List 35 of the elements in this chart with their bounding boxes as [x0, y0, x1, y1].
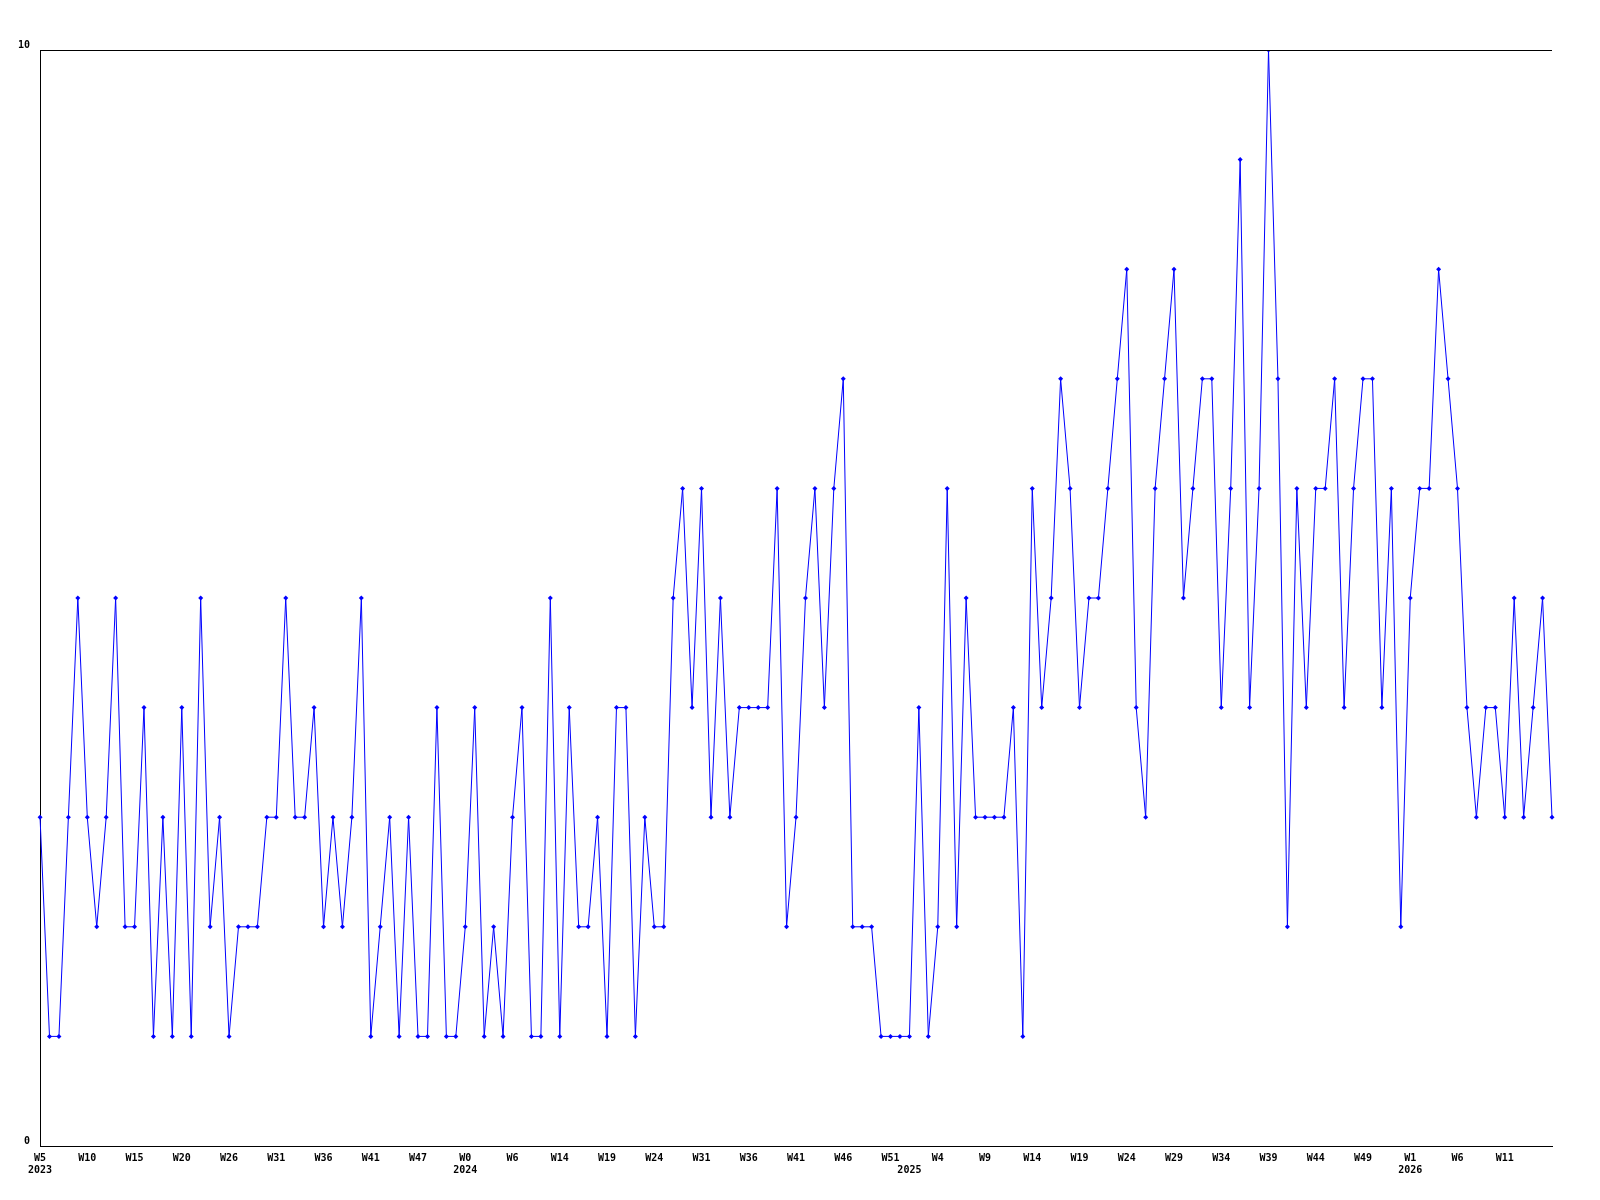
x-tick-label: W6: [506, 1151, 519, 1163]
y-tick-label: 0: [24, 1134, 31, 1146]
x-tick-label: W36: [314, 1151, 333, 1163]
x-tick-label: W41: [361, 1151, 380, 1163]
x-tick-label: W19: [597, 1151, 617, 1163]
x-tick-label: W20: [172, 1151, 191, 1163]
x-tick-label: W19: [1070, 1151, 1089, 1163]
x-tick-label: W39: [1259, 1151, 1278, 1163]
x-tick-label: W46: [834, 1151, 853, 1163]
x-tick-label: W31: [692, 1151, 711, 1163]
x-tick-label: W9: [978, 1151, 992, 1163]
x-tick-label: W51: [881, 1151, 900, 1163]
x-tick-label: W36: [739, 1151, 758, 1163]
x-tick-label: W26: [220, 1151, 239, 1163]
x-tick-label: W31: [267, 1151, 286, 1163]
x-tick-label: W41: [786, 1151, 806, 1163]
x-tick-label: W44: [1306, 1151, 1325, 1163]
x-tick-label: W1 2026: [1398, 1151, 1423, 1175]
x-tick-label: W49: [1353, 1151, 1373, 1163]
x-tick-label: W47: [409, 1151, 428, 1163]
x-tick-label: 2025: [897, 1163, 922, 1175]
x-tick-label: W6: [1451, 1151, 1464, 1163]
x-tick-label: W24: [645, 1151, 664, 1163]
x-tick-label: W11: [1495, 1151, 1514, 1163]
x-tick-label: W29: [1164, 1151, 1184, 1163]
x-tick-label: W10: [78, 1151, 97, 1163]
y-tick-label: 10: [17, 38, 31, 50]
x-tick-label: W0 2024: [453, 1151, 478, 1175]
x-tick-label: W24: [1117, 1151, 1136, 1163]
x-tick-label: W15: [125, 1151, 144, 1163]
x-tick-label: W34: [1212, 1151, 1231, 1163]
x-tick-label: W4: [931, 1151, 944, 1163]
x-tick-label: W5 2023: [27, 1151, 53, 1175]
x-tick-label: W14: [550, 1151, 569, 1163]
x-tick-label: W14: [1023, 1151, 1042, 1163]
